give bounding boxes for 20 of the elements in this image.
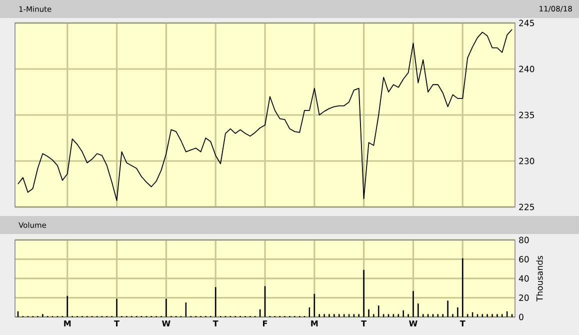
x-tick-label: W bbox=[162, 320, 170, 326]
y-tick-label: 240 bbox=[519, 66, 534, 72]
x-tick-label: T bbox=[114, 320, 120, 326]
y-tick-label: 235 bbox=[519, 112, 534, 118]
x-tick-label: M bbox=[64, 320, 71, 326]
y-tick-label: 0 bbox=[519, 314, 524, 320]
y-tick-label: 230 bbox=[519, 158, 534, 164]
x-tick-label: W bbox=[409, 320, 418, 326]
y-tick-label: 60 bbox=[519, 256, 529, 262]
x-tick-label: F bbox=[263, 320, 268, 326]
x-tick-label: T bbox=[212, 320, 218, 326]
y-tick-label: 245 bbox=[519, 20, 534, 26]
x-tick-label: T bbox=[361, 320, 366, 326]
x-tick-label: T bbox=[460, 320, 466, 326]
y-tick-label: 225 bbox=[519, 204, 534, 210]
y-tick-label: 80 bbox=[519, 236, 529, 244]
y-tick-label: 40 bbox=[518, 275, 529, 282]
y-tick-label: 20 bbox=[519, 294, 529, 301]
x-tick-label: M bbox=[311, 320, 318, 326]
y-axis-title: Thousands bbox=[536, 256, 543, 302]
